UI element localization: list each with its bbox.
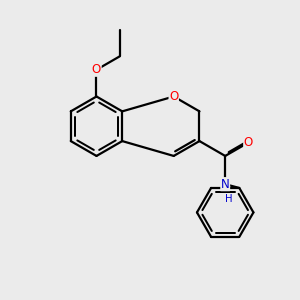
- Text: O: O: [169, 90, 178, 103]
- Text: O: O: [92, 63, 101, 76]
- Text: N: N: [221, 178, 230, 191]
- Text: H: H: [225, 194, 232, 204]
- Text: O: O: [244, 136, 253, 149]
